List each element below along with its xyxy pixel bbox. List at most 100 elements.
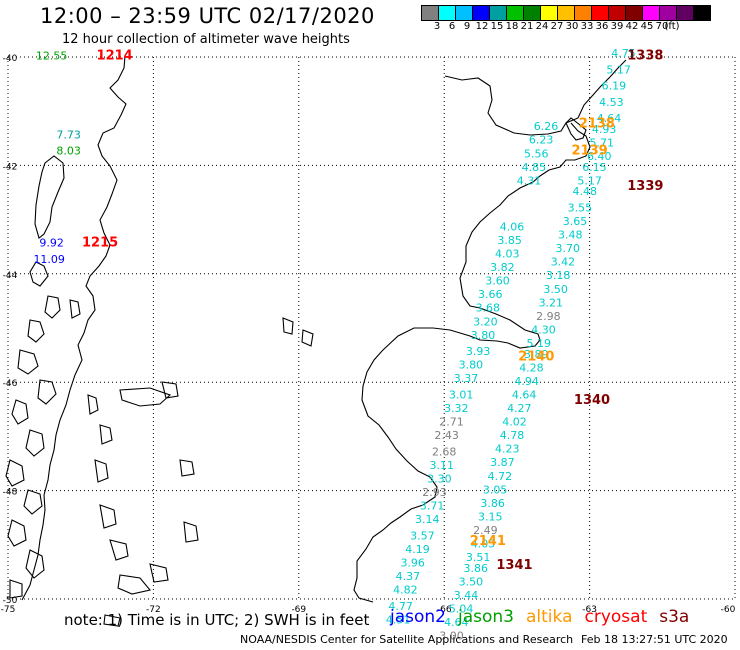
wave-height-label: 4.85 bbox=[522, 161, 547, 174]
color-scale-label: 21 bbox=[520, 21, 534, 32]
lat-tick-label: -46 bbox=[3, 379, 18, 389]
pass-number-label: 2141 bbox=[470, 534, 506, 549]
wave-height-label: 6.19 bbox=[602, 80, 627, 93]
color-scale-label: 30 bbox=[565, 21, 579, 32]
wave-height-label: 3.20 bbox=[473, 315, 498, 328]
wave-height-label: 12.55 bbox=[36, 50, 68, 63]
wave-height-label: 4.19 bbox=[405, 543, 430, 556]
wave-height-label: 3.15 bbox=[478, 510, 503, 523]
wave-height-label: 3.11 bbox=[430, 459, 455, 472]
wave-height-label: 4.27 bbox=[507, 402, 532, 415]
wave-height-label: 3.50 bbox=[543, 283, 568, 296]
coastline-archipelago-1 bbox=[5, 261, 61, 599]
color-scale-label: 24 bbox=[535, 21, 549, 32]
wave-height-label: 4.31 bbox=[517, 174, 542, 187]
wave-height-label: 4.48 bbox=[573, 185, 598, 198]
lat-tick-label: -48 bbox=[3, 488, 18, 498]
lon-tick-label: -63 bbox=[582, 605, 597, 615]
color-scale-label: 70 bbox=[655, 21, 669, 32]
wave-height-label: 5.71 bbox=[589, 136, 614, 149]
wave-height-label: 3.96 bbox=[400, 556, 425, 569]
color-scale-labels: 3 6 9 12 15 18 21 24 27 30 33 36 39 42 45 70 (ft) bbox=[422, 21, 740, 35]
lon-tick-label: -60 bbox=[721, 605, 736, 615]
satellite-legend: jason2 jason3 altika cryosat s3a bbox=[390, 607, 701, 627]
wave-height-label: 4.02 bbox=[502, 416, 527, 429]
axis-labels: -40 -42 -44 -46 -48 -50-75 -72 -69 -66 -63 -60 bbox=[1, 54, 736, 615]
color-scale-bar bbox=[421, 5, 711, 21]
wave-height-label: 3.82 bbox=[490, 261, 515, 274]
map-subtitle: 12 hour collection of altimeter wave hei… bbox=[62, 32, 350, 47]
wave-height-label: 4.28 bbox=[519, 361, 544, 374]
pass-number-label: 2140 bbox=[518, 350, 554, 365]
wave-height-points: 4.755.176.194.534.644.935.716.406.155.17… bbox=[33, 47, 635, 643]
wave-height-label: 3.14 bbox=[415, 513, 440, 526]
wave-height-label: 3.86 bbox=[463, 562, 488, 575]
wave-height-label: 3.21 bbox=[539, 296, 564, 309]
wave-height-label: 3.93 bbox=[466, 345, 491, 358]
wave-height-label: 2.49 bbox=[473, 524, 498, 537]
wave-height-label: 3.70 bbox=[556, 242, 581, 255]
wave-height-label: 3.68 bbox=[476, 302, 501, 315]
wave-height-label: 4.82 bbox=[393, 584, 418, 597]
wave-height-label: 4.78 bbox=[500, 429, 525, 442]
wave-height-label: 2.71 bbox=[439, 416, 464, 429]
color-scale-label: 27 bbox=[550, 21, 564, 32]
pass-number-label: 1215 bbox=[82, 236, 118, 251]
wave-height-label: 3.01 bbox=[449, 388, 474, 401]
color-scale-label: 15 bbox=[490, 21, 504, 32]
lat-tick-label: -40 bbox=[3, 54, 18, 64]
wave-height-label: 5.04 bbox=[449, 603, 474, 616]
wave-height-label: 3.57 bbox=[410, 529, 435, 542]
wave-height-label: 3.86 bbox=[480, 497, 505, 510]
wave-height-label: 6.26 bbox=[534, 120, 559, 133]
wave-height-label: 4.94 bbox=[514, 375, 539, 388]
color-scale-label: 18 bbox=[505, 21, 519, 32]
coastline-lakes bbox=[119, 317, 314, 583]
coastline-argentina bbox=[353, 59, 627, 603]
legend-cryosat: cryosat bbox=[584, 607, 648, 627]
color-scale-label: 42 bbox=[625, 21, 639, 32]
lon-tick-label: -69 bbox=[291, 605, 306, 615]
lat-tick-label: -50 bbox=[3, 596, 18, 606]
wave-height-label: 4.53 bbox=[599, 96, 624, 109]
wave-height-label: 3.30 bbox=[427, 472, 452, 485]
wave-height-label: 3.71 bbox=[420, 500, 445, 513]
footer-credit: NOAA/NESDIS Center for Satellite Applica… bbox=[240, 633, 574, 646]
wave-height-label: 3.85 bbox=[497, 234, 522, 247]
wave-height-label: 2.68 bbox=[432, 445, 457, 458]
coastline-archipelago-2 bbox=[69, 299, 152, 627]
color-scale-label: 33 bbox=[580, 21, 594, 32]
wave-height-label: 3.80 bbox=[471, 329, 496, 342]
wave-height-label: 6.23 bbox=[529, 134, 554, 147]
pass-number-label: 1338 bbox=[627, 49, 663, 64]
footer-timestamp: Feb 18 13:27:51 UTC 2020 bbox=[581, 633, 728, 646]
wave-height-label: 3.55 bbox=[568, 201, 593, 214]
pass-number-label: 2139 bbox=[572, 144, 608, 159]
pass-labels: 1338 2138 2139 1339 2140 1340 2141 1341 1214 1215 bbox=[82, 49, 663, 573]
pass-number-label: 1340 bbox=[574, 393, 610, 408]
wave-height-label: 3.65 bbox=[563, 215, 588, 228]
color-scale-label: 3 bbox=[433, 21, 441, 32]
wave-height-label: 4.64 bbox=[597, 112, 622, 125]
lat-tick-label: -44 bbox=[3, 271, 18, 281]
coastline-chiloe bbox=[34, 155, 65, 239]
pass-number-label: 2138 bbox=[579, 116, 615, 131]
wave-height-label: 3.60 bbox=[485, 275, 510, 288]
wave-height-label: 4.93 bbox=[592, 123, 617, 136]
lat-tick-label: -42 bbox=[3, 162, 18, 172]
legend-jason2: jason2 bbox=[390, 607, 446, 627]
wave-height-label: 3.00 bbox=[439, 630, 464, 643]
lon-tick-label: -75 bbox=[1, 605, 16, 615]
wave-height-label: 4.77 bbox=[388, 600, 413, 613]
lon-tick-label: -72 bbox=[146, 605, 161, 615]
wave-height-label: 4.03 bbox=[495, 248, 520, 261]
wave-height-label: 3.87 bbox=[490, 456, 515, 469]
color-scale-label: 36 bbox=[595, 21, 609, 32]
map-grid bbox=[7, 56, 736, 600]
color-swatch bbox=[693, 5, 711, 21]
wave-height-label: 3.44 bbox=[454, 589, 479, 602]
color-scale-label: 6 bbox=[448, 21, 456, 32]
wave-height-label: 5.17 bbox=[577, 174, 602, 187]
lon-tick-label: -66 bbox=[437, 605, 452, 615]
